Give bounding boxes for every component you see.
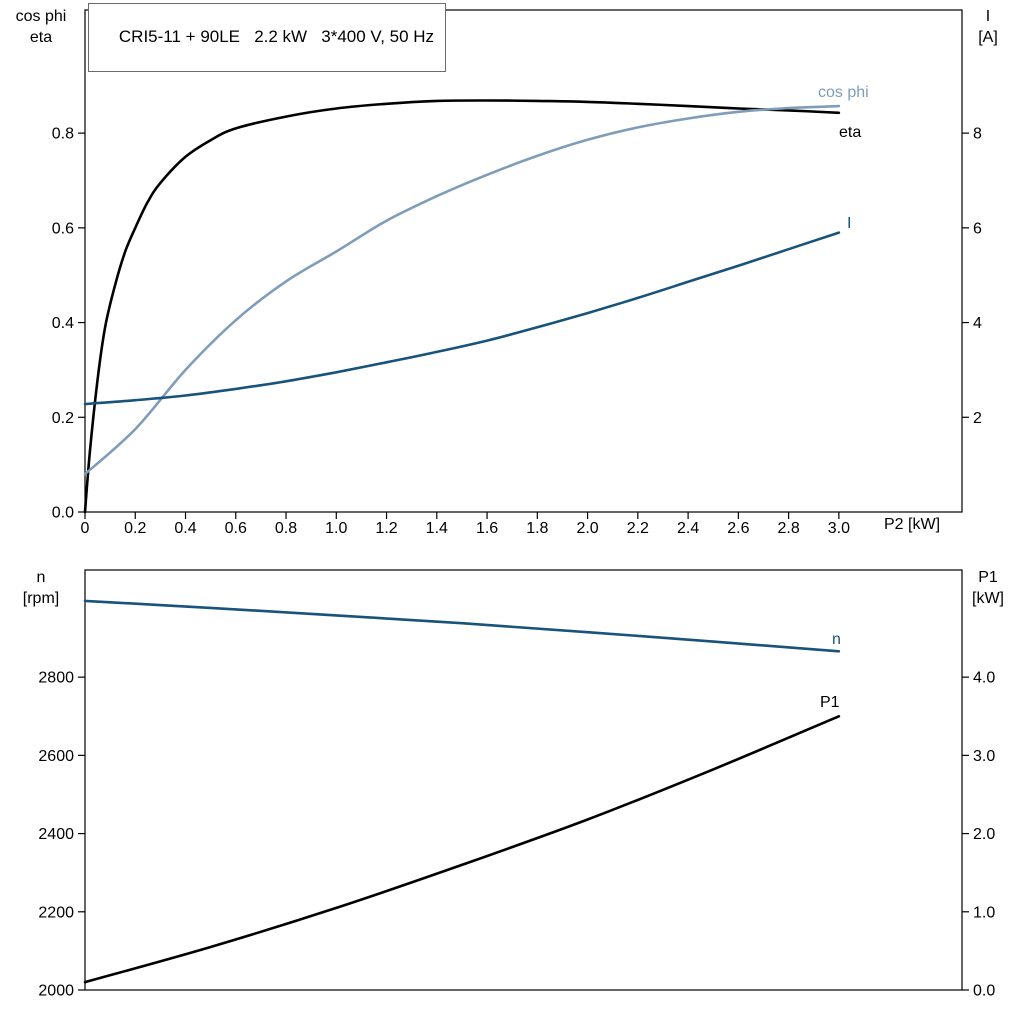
y-right-tick-label: 0.0	[973, 983, 995, 1000]
x-tick-label: 0	[81, 520, 90, 537]
curve-i	[83, 231, 841, 406]
top-chart-frame	[84, 9, 963, 513]
y-left-tick-label: 2000	[38, 983, 74, 1000]
x-tick-label: 0.4	[174, 520, 196, 537]
x-tick-label: 2.2	[627, 520, 649, 537]
y-left-tick-label: 2600	[38, 748, 74, 765]
x-tick-label: 1.0	[325, 520, 347, 537]
x-tick-label: 0.8	[275, 520, 297, 537]
chart-title-box: CRI5-11 + 90LE 2.2 kW 3*400 V, 50 Hz	[88, 3, 447, 72]
curve-label-n: n	[832, 631, 841, 648]
left-axis-title-speed-unit: [rpm]	[22, 590, 60, 607]
left-axis-title-cosphi: cos phi	[15, 8, 67, 25]
y-right-tick-label: 6	[973, 220, 982, 237]
chart-title: CRI5-11 + 90LE 2.2 kW 3*400 V, 50 Hz	[118, 27, 435, 46]
y-right-tick-label: 3.0	[973, 748, 995, 765]
y-right-tick-label: 4	[973, 315, 982, 332]
bottom-chart: 2000 2200 2400 2600 2800 0.0 1.0 2.0 3.0 4.0 n P1	[38, 569, 995, 1000]
x-tick-label: 0.6	[225, 520, 247, 537]
top-chart-right-axis-title: I [A]	[960, 6, 1016, 48]
curve-label-i: I	[847, 215, 851, 232]
y-left-tick-label: 0.8	[52, 126, 74, 143]
curve-cos-phi	[83, 104, 841, 476]
x-tick-label: 2.0	[576, 520, 598, 537]
left-axis-title-speed: n	[36, 569, 46, 586]
y-left-tick-label: 2400	[38, 826, 74, 843]
y-left-tick-label: 0.2	[52, 410, 74, 427]
right-axis-title-current: I	[985, 8, 991, 25]
x-tick-label: 1.4	[426, 520, 448, 537]
x-tick-label: 2.6	[727, 520, 749, 537]
x-tick-label: 3.0	[828, 520, 850, 537]
curve-label-eta: eta	[839, 124, 861, 141]
curve-n	[83, 599, 841, 653]
y-right-tick-label: 2.0	[973, 826, 995, 843]
bottom-chart-frame	[84, 569, 963, 991]
x-tick-label: 0.2	[124, 520, 146, 537]
x-tick-label: 1.6	[476, 520, 498, 537]
bottom-chart-right-axis-title: P1 [kW]	[958, 567, 1018, 609]
curve-label-p1: P1	[820, 694, 840, 711]
curve-eta	[83, 99, 841, 514]
bottom-chart-left-axis-title: n [rpm]	[2, 567, 80, 609]
y-right-tick-label: 2	[973, 410, 982, 427]
y-left-tick-label: 0.4	[52, 315, 74, 332]
y-right-tick-label: 8	[973, 126, 982, 143]
x-tick-label: 2.4	[677, 520, 699, 537]
curve-p1	[83, 715, 841, 984]
left-axis-title-eta: eta	[29, 29, 53, 46]
y-right-tick-label: 4.0	[973, 670, 995, 687]
right-axis-title-current-unit: [A]	[978, 29, 998, 46]
y-left-tick-label: 0.0	[52, 505, 74, 522]
right-axis-title-p1: P1	[978, 569, 998, 586]
y-left-tick-label: 2200	[38, 904, 74, 921]
top-chart: 0.0 0.2 0.4 0.6 0.8 2 4 6 8 0 0.2 0.4 0.6 0.8 1.0 1.2 1.…	[52, 9, 982, 537]
x-tick-label: 1.2	[375, 520, 397, 537]
x-tick-label: 2.8	[777, 520, 799, 537]
right-axis-title-p1-unit: [kW]	[972, 590, 1004, 607]
x-tick-label: 1.8	[526, 520, 548, 537]
y-right-tick-label: 1.0	[973, 904, 995, 921]
x-axis-title: P2 [kW]	[884, 516, 941, 533]
curve-label-cos-phi: cos phi	[818, 84, 869, 101]
y-left-tick-label: 2800	[38, 670, 74, 687]
y-left-tick-label: 0.6	[52, 220, 74, 237]
top-chart-left-axis-title: cos phi eta	[4, 6, 78, 48]
